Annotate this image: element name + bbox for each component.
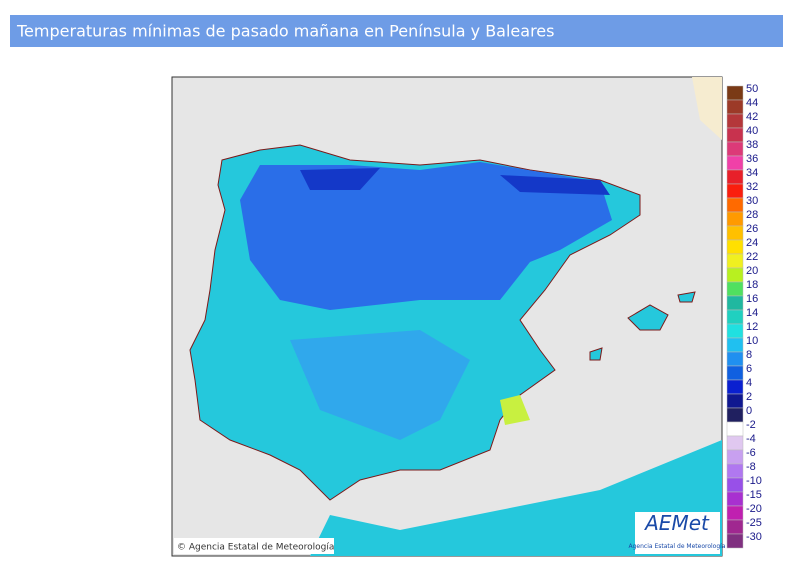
- credit-box: [174, 538, 334, 554]
- legend-swatch: [726, 309, 744, 325]
- legend-label: 16: [746, 293, 758, 305]
- legend-label: 14: [746, 307, 758, 319]
- legend-swatch: [726, 337, 744, 353]
- legend-label: -8: [746, 461, 756, 473]
- cold-north: [240, 162, 612, 310]
- legend-swatch: [726, 351, 744, 367]
- legend-swatch: [726, 477, 744, 493]
- map-credit: © Agencia Estatal de Meteorología: [177, 543, 334, 553]
- cold-core: [300, 168, 380, 190]
- legend-label: -6: [746, 447, 756, 459]
- legend-label: -2: [746, 419, 756, 431]
- legend-swatch: [726, 379, 744, 395]
- legend-label: 8: [746, 349, 752, 361]
- legend-label: 24: [746, 237, 758, 249]
- legend-label: 34: [746, 167, 758, 179]
- france-area: [692, 77, 722, 140]
- legend-swatch: [726, 463, 744, 479]
- legend-swatch: [726, 491, 744, 507]
- legend-swatch: [726, 393, 744, 409]
- legend-label: 40: [746, 125, 758, 137]
- legend-swatch: [726, 323, 744, 339]
- legend-swatch: [726, 407, 744, 423]
- legend-label: 50: [746, 83, 758, 95]
- cold-core: [500, 175, 610, 195]
- legend-swatch: [726, 421, 744, 437]
- legend-label: 2: [746, 391, 752, 403]
- legend-swatch: [726, 169, 744, 185]
- legend-label: -15: [746, 489, 762, 501]
- legend-label: -10: [746, 475, 762, 487]
- legend-swatch: [726, 127, 744, 143]
- legend-label: 30: [746, 195, 758, 207]
- legend-label: 28: [746, 209, 758, 221]
- legend-label: 20: [746, 265, 758, 277]
- legend-swatch: [726, 281, 744, 297]
- legend-label: 4: [746, 377, 752, 389]
- legend-swatch: [726, 533, 744, 549]
- legend-swatch: [726, 505, 744, 521]
- legend-label: 32: [746, 181, 758, 193]
- legend-swatch: [726, 197, 744, 213]
- legend-label: 10: [746, 335, 758, 347]
- legend-swatch: [726, 295, 744, 311]
- legend-swatch: [726, 253, 744, 269]
- legend-label: 12: [746, 321, 758, 333]
- legend-label: 18: [746, 279, 758, 291]
- legend-swatch: [726, 113, 744, 129]
- legend-swatch: [726, 211, 744, 227]
- legend-swatch: [726, 449, 744, 465]
- legend-swatch: [726, 239, 744, 255]
- logo-subtitle: Agencia Estatal de Meteorología: [629, 543, 726, 550]
- legend-label: 6: [746, 363, 752, 375]
- legend-label: 44: [746, 97, 758, 109]
- legend-label: 38: [746, 139, 758, 151]
- legend-swatch: [726, 435, 744, 451]
- header-title: Temperaturas mínimas de pasado mañana en…: [16, 22, 554, 41]
- logo: AEMet: [643, 511, 710, 535]
- legend-label: 22: [746, 251, 758, 263]
- legend-label: 42: [746, 111, 758, 123]
- cool-south: [290, 330, 470, 440]
- mallorca: [627, 304, 669, 331]
- africa: [310, 440, 722, 556]
- legend-label: 0: [746, 405, 752, 417]
- map: AEMet Agencia Estatal de Meteorología © …: [171, 76, 726, 557]
- legend: 5044424038363432302826242220181614121086…: [726, 83, 762, 549]
- legend-swatch: [726, 99, 744, 115]
- header-bar: [10, 15, 783, 47]
- legend-swatch: [726, 225, 744, 241]
- legend-label: 26: [746, 223, 758, 235]
- legend-label: 36: [746, 153, 758, 165]
- legend-swatch: [726, 85, 744, 101]
- ibiza: [589, 347, 603, 361]
- legend-swatch: [726, 183, 744, 199]
- logo-box: [635, 512, 720, 554]
- legend-swatch: [726, 519, 744, 535]
- legend-label: -30: [746, 531, 762, 543]
- legend-label: -4: [746, 433, 756, 445]
- warm-coast: [500, 395, 530, 425]
- legend-swatch: [726, 141, 744, 157]
- menorca: [677, 291, 696, 303]
- legend-label: -20: [746, 503, 762, 515]
- legend-swatch: [726, 267, 744, 283]
- legend-swatch: [726, 365, 744, 381]
- legend-swatch: [726, 155, 744, 171]
- legend-label: -25: [746, 517, 762, 529]
